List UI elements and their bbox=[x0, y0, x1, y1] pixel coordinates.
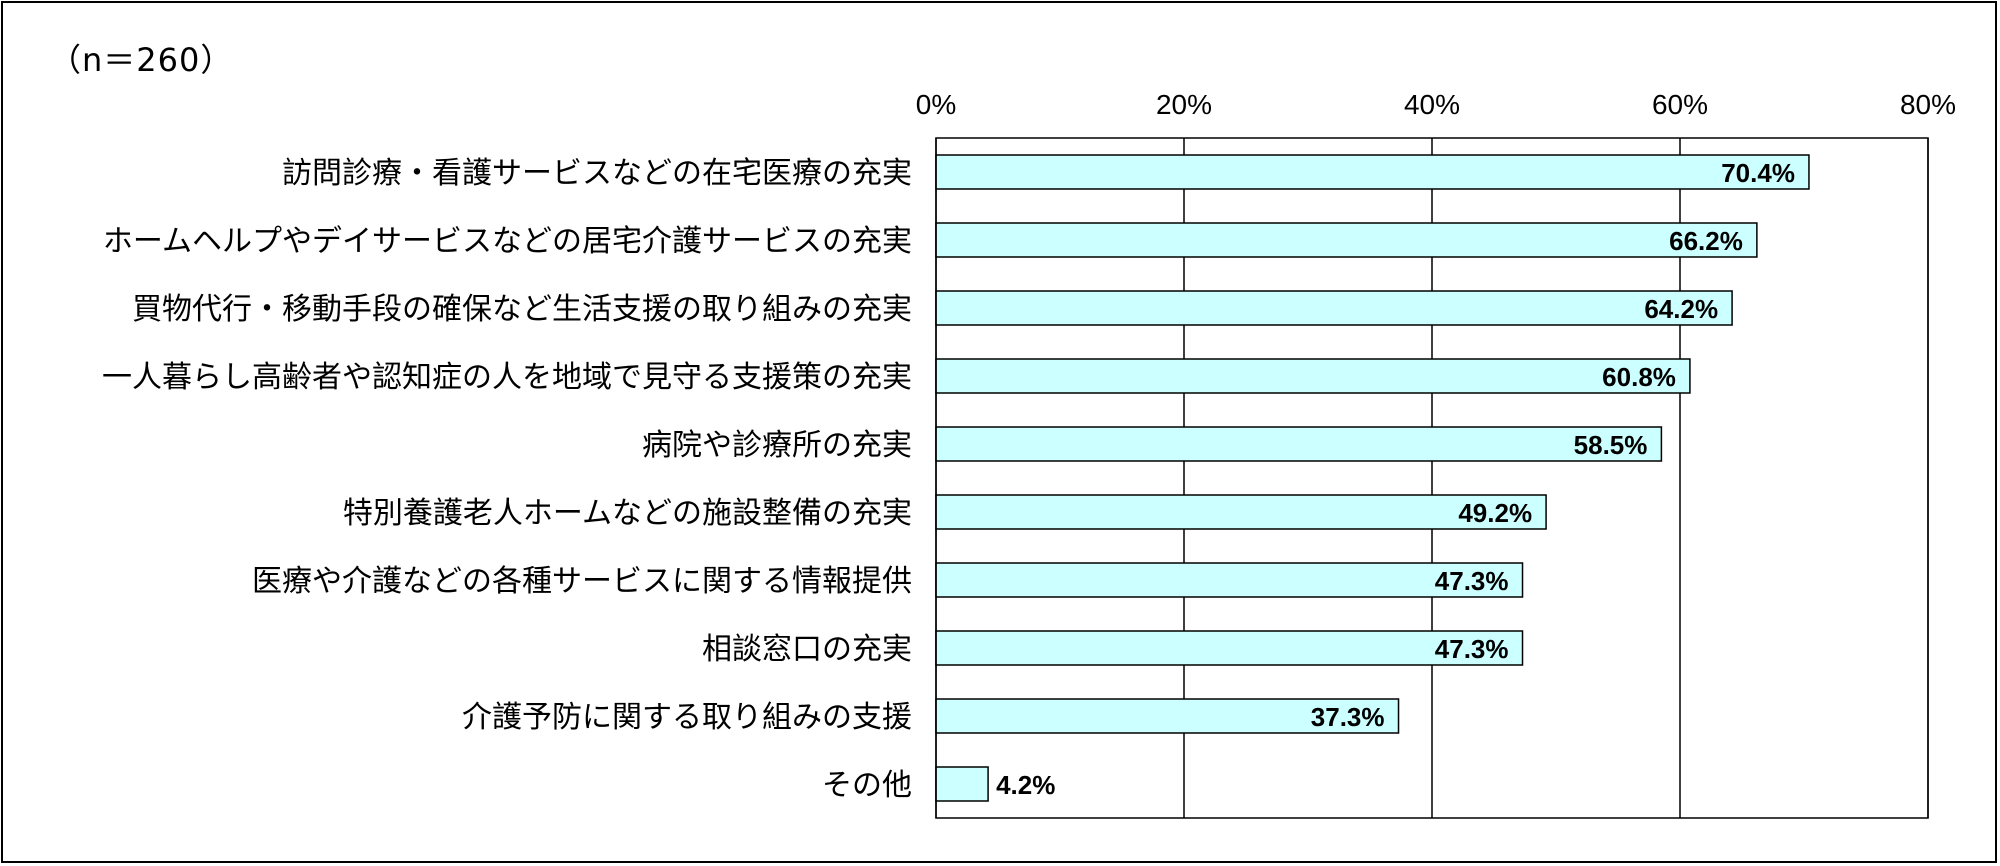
bar bbox=[935, 562, 1524, 598]
x-tick-label: 40% bbox=[1404, 89, 1460, 120]
bar bbox=[935, 222, 1758, 258]
category-label: 相談窓口の充実 bbox=[702, 632, 912, 667]
data-label: 47.3% bbox=[1435, 566, 1509, 596]
category-label: 医療や介護などの各種サービスに関する情報提供 bbox=[252, 564, 912, 599]
x-tick-labels: 0% 20% 40% 60% 80% bbox=[916, 89, 1956, 120]
category-labels: 訪問診療・看護サービスなどの在宅医療の充実ホームヘルプやデイサービスなどの居宅介… bbox=[102, 156, 912, 803]
data-label: 49.2% bbox=[1458, 498, 1532, 528]
data-labels: 70.4% 66.2% 64.2% 60.8% 58.5% 49.2% 47.3% 47.3%… bbox=[996, 158, 1795, 800]
data-label: 70.4% bbox=[1721, 158, 1795, 188]
x-tick-label: 60% bbox=[1652, 89, 1708, 120]
data-label: 64.2% bbox=[1644, 294, 1718, 324]
plot-area-border bbox=[935, 137, 1929, 819]
x-tick-label: 20% bbox=[1156, 89, 1212, 120]
category-label: 一人暮らし高齢者や認知症の人を地域で見守る支援策の充実 bbox=[102, 360, 912, 395]
data-label: 47.3% bbox=[1435, 634, 1509, 664]
data-label: 4.2% bbox=[996, 770, 1055, 800]
bar bbox=[935, 494, 1547, 530]
bar bbox=[935, 698, 1400, 734]
category-label: 介護予防に関する取り組みの支援 bbox=[462, 700, 912, 735]
data-label: 60.8% bbox=[1602, 362, 1676, 392]
bar bbox=[935, 154, 1810, 190]
bar bbox=[935, 766, 989, 802]
x-tick-label: 0% bbox=[916, 89, 956, 120]
bar bbox=[935, 630, 1524, 666]
bar bbox=[935, 290, 1733, 326]
category-label: 特別養護老人ホームなどの施設整備の充実 bbox=[343, 496, 912, 531]
category-label: その他 bbox=[822, 768, 912, 803]
bar bbox=[935, 426, 1663, 462]
bar bbox=[935, 358, 1691, 394]
data-label: 66.2% bbox=[1669, 226, 1743, 256]
data-label: 37.3% bbox=[1311, 702, 1385, 732]
data-label: 58.5% bbox=[1574, 430, 1648, 460]
category-label: 買物代行・移動手段の確保など生活支援の取り組みの充実 bbox=[132, 292, 912, 327]
category-label: 訪問診療・看護サービスなどの在宅医療の充実 bbox=[282, 156, 912, 191]
category-label: 病院や診療所の充実 bbox=[642, 428, 912, 463]
bars bbox=[935, 154, 1810, 802]
sample-size-note: （n＝260） bbox=[49, 41, 234, 79]
category-label: ホームヘルプやデイサービスなどの居宅介護サービスの充実 bbox=[103, 224, 912, 259]
x-tick-label: 80% bbox=[1900, 89, 1956, 120]
